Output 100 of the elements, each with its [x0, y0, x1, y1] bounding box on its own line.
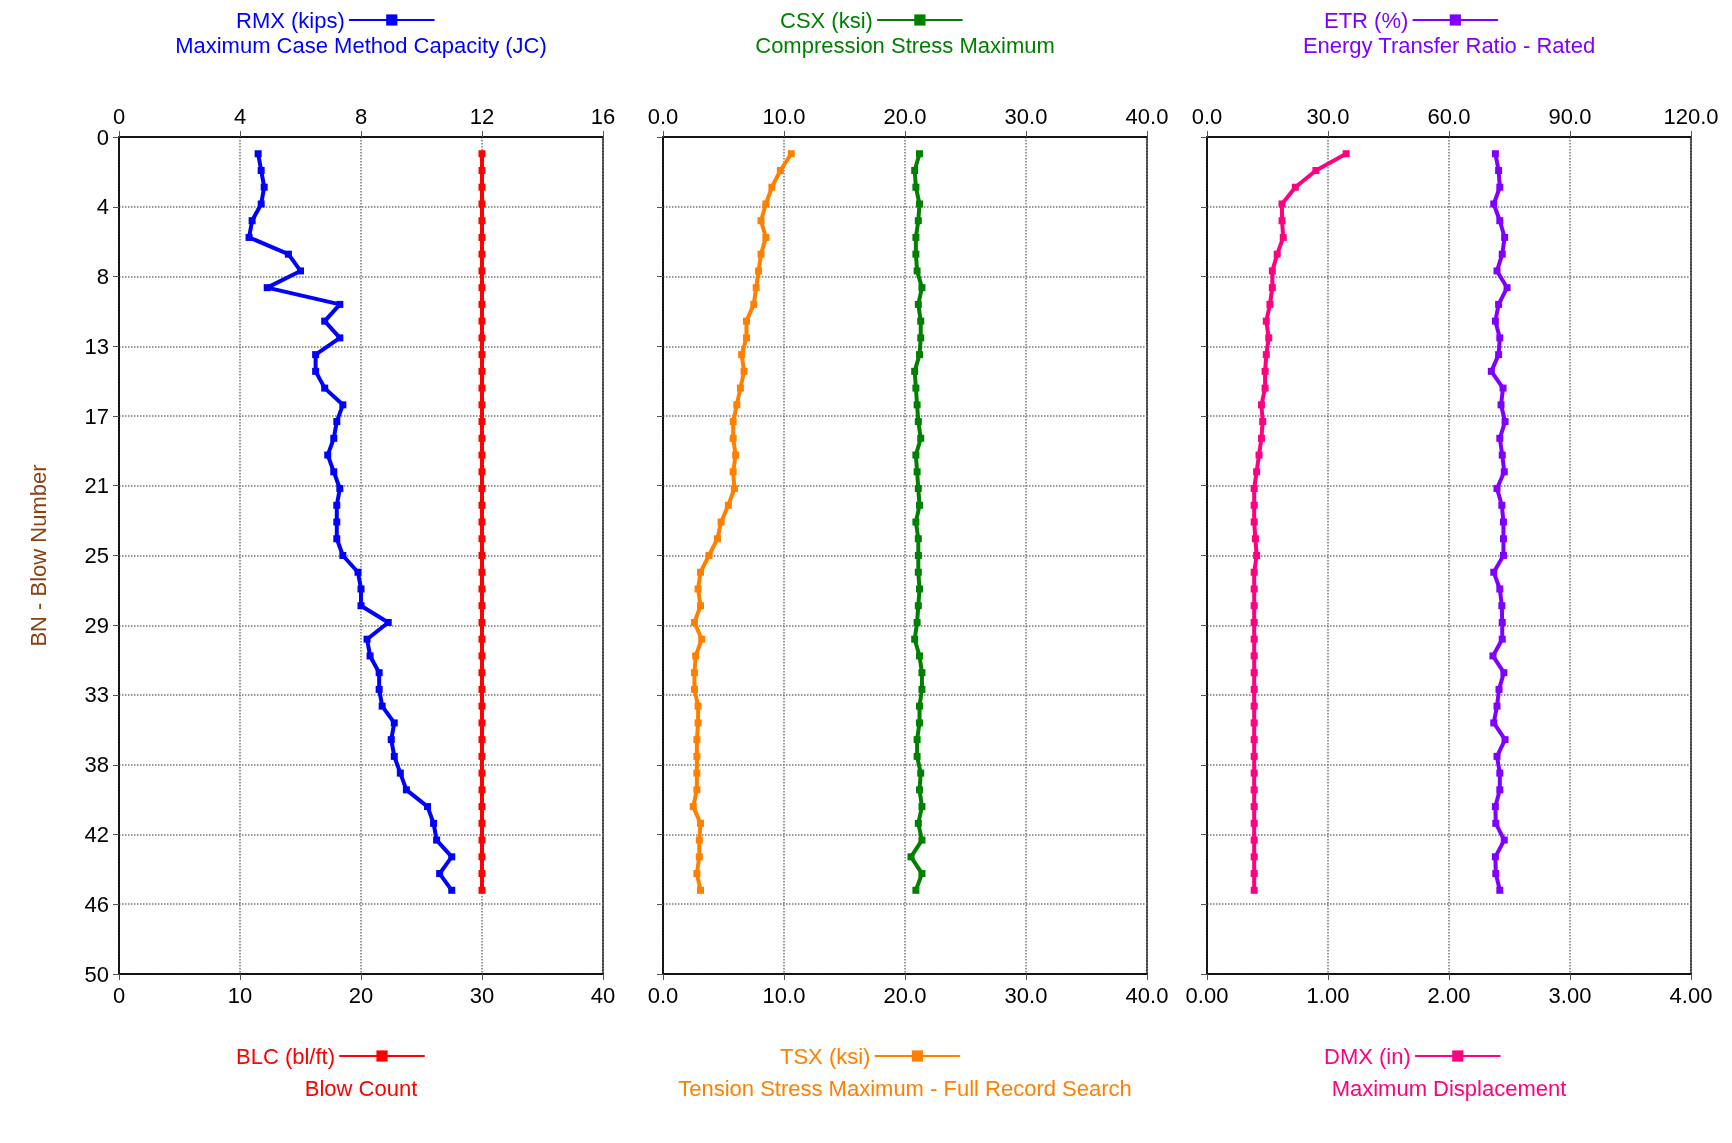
point: [1250, 702, 1258, 710]
y-tick-label: 50: [84, 961, 109, 987]
x2-tick-label: 40.0: [1125, 103, 1169, 129]
x2-tick-label: 0: [112, 103, 126, 129]
legend-label: DMX (in): [1323, 1043, 1411, 1069]
point: [1492, 819, 1500, 827]
point: [1250, 752, 1258, 760]
point: [787, 150, 795, 158]
point: [387, 736, 395, 744]
point: [1498, 451, 1506, 459]
point: [1498, 501, 1506, 509]
x-tick-label: 40: [590, 982, 616, 1008]
point: [697, 602, 705, 610]
point: [1496, 217, 1504, 225]
point: [375, 669, 383, 677]
point: [1250, 518, 1258, 526]
point: [1255, 451, 1263, 459]
point: [693, 736, 701, 744]
point: [757, 217, 765, 225]
x2-tick-label: 30.0: [1004, 103, 1048, 129]
point: [1496, 886, 1504, 894]
x2-tick-label: 4: [233, 103, 247, 129]
y-tick-label: 0: [96, 124, 109, 150]
point: [384, 618, 392, 626]
point: [1278, 217, 1286, 225]
point: [375, 685, 383, 693]
y-tick-label: 25: [84, 543, 109, 568]
point: [336, 300, 344, 308]
point: [776, 166, 784, 174]
point: [1250, 736, 1258, 744]
x-tick-label: 0: [112, 982, 126, 1008]
x-axis-title: Maximum Displacement: [1331, 1075, 1567, 1101]
legend-label: CSX (ksi): [780, 7, 873, 33]
point: [1499, 518, 1507, 526]
point: [697, 819, 705, 827]
point: [1279, 233, 1287, 241]
y-tick-label: 21: [84, 473, 109, 499]
point: [705, 552, 713, 559]
x2-tick-label: 10.0: [762, 103, 806, 129]
point: [733, 401, 741, 409]
point: [1342, 150, 1350, 158]
x-tick-label: 0.0: [647, 982, 679, 1008]
point: [257, 200, 265, 208]
point: [339, 401, 347, 409]
point: [694, 585, 702, 593]
x-tick-label: 10.0: [762, 982, 806, 1008]
point: [312, 367, 320, 375]
point: [1499, 535, 1507, 543]
x2-tick-label: 20.0: [883, 103, 927, 129]
point: [1250, 836, 1258, 844]
x-tick-label: 30.0: [1004, 982, 1048, 1008]
point: [378, 702, 386, 710]
x2-axis-title: Compression Stress Maximum: [755, 32, 1055, 58]
x-tick-label: 4.00: [1669, 982, 1713, 1008]
point: [448, 853, 456, 861]
point: [1268, 284, 1276, 292]
x-axis-title: Blow Count: [304, 1075, 418, 1101]
point: [245, 233, 253, 241]
point: [1257, 401, 1265, 409]
point: [742, 317, 750, 325]
point: [1492, 870, 1500, 878]
point: [717, 518, 725, 526]
x-tick-label: 30: [469, 982, 495, 1008]
x2-tick-label: 0.0: [1191, 103, 1223, 129]
point: [1496, 786, 1504, 794]
point: [1250, 669, 1258, 677]
point: [263, 284, 271, 292]
point: [1498, 250, 1506, 258]
y-axis-title: BN - Blow Number: [25, 464, 51, 647]
y-tick-label: 13: [84, 333, 109, 359]
point: [1312, 166, 1320, 174]
point: [690, 669, 698, 677]
point: [762, 233, 770, 241]
point: [1493, 485, 1501, 493]
point: [257, 166, 265, 174]
point: [697, 886, 705, 894]
point: [321, 317, 329, 325]
point: [330, 468, 338, 476]
x-tick-label: 10: [227, 982, 253, 1008]
point: [1250, 585, 1258, 593]
point: [1257, 434, 1265, 442]
x-tick-label: 0.00: [1185, 982, 1229, 1008]
point: [1265, 334, 1273, 342]
point: [1498, 635, 1506, 643]
point: [1250, 635, 1258, 643]
point: [1493, 752, 1501, 760]
x2-tick-label: 90.0: [1548, 103, 1592, 129]
point: [363, 635, 371, 643]
legend-label: ETR (%): [1324, 7, 1409, 33]
point: [695, 836, 703, 844]
point: [750, 300, 758, 308]
point: [1487, 367, 1495, 375]
point: [1498, 618, 1506, 626]
point: [1268, 267, 1276, 275]
point: [433, 836, 441, 844]
point: [729, 434, 737, 442]
point: [1250, 819, 1258, 827]
x2-tick-label: 16: [590, 103, 616, 129]
point: [693, 870, 701, 878]
point: [1250, 853, 1258, 861]
